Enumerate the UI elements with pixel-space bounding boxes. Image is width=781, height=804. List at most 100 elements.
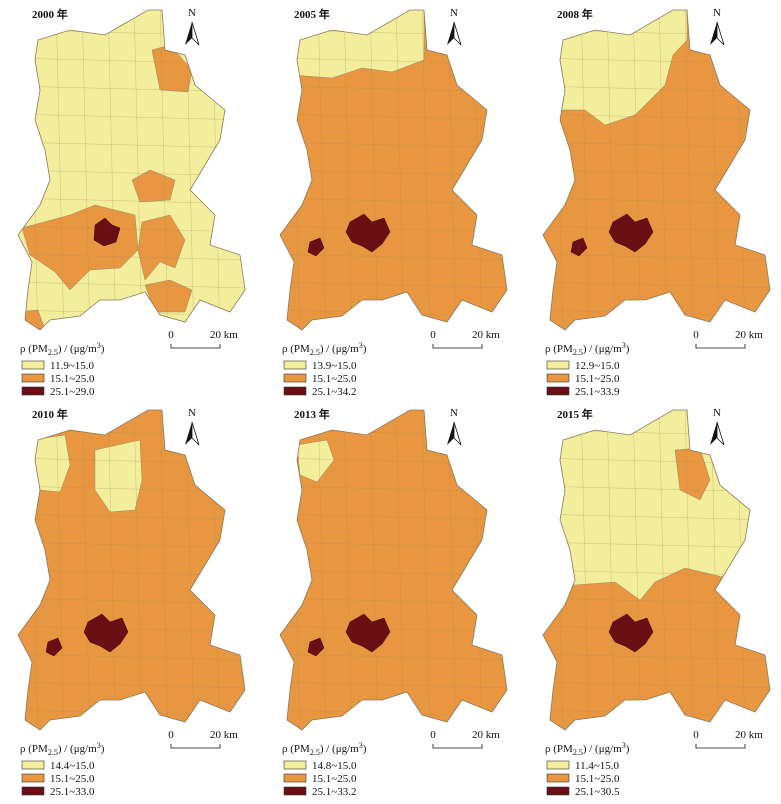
district-border [280,281,507,289]
north-arrow [447,422,454,445]
district-border [280,113,507,121]
region [137,214,186,281]
legend-swatch [21,360,45,370]
district-border [81,410,91,730]
outline [542,409,771,731]
urban-region [93,217,121,247]
legend-swatch [21,386,45,396]
legend-title-part: ρ (PM [282,743,310,755]
panel: 2013 年 N 0 20 km ρ (PM2.5) / (μg/m3) 14.8~15.… [279,407,508,798]
district-border [159,410,169,730]
scale-start: 0 [430,729,436,741]
district-border [133,410,143,730]
district-border [280,625,507,633]
north-arrow [453,421,462,446]
north-arrow [191,421,200,446]
urban-region [83,613,129,653]
district-border [543,113,770,121]
district-border [280,681,507,689]
panel-title: 2015 年 [557,407,593,421]
legend-title-part: 3 [359,741,363,750]
scale-bar [432,744,483,749]
legend-title-part: ) / (μg/m [58,343,97,355]
north-arrow [191,21,200,46]
legend-title-part: 3 [97,741,101,750]
legend-title-part: 2.5 [573,348,583,357]
scale-start: 0 [168,329,174,341]
scale-end: 20 km [472,329,500,341]
panel: 2015 年 N 0 20 km ρ (PM2.5) / (μg/m3) 11.4~15.… [542,407,771,798]
legend-title-part: ) [626,343,630,355]
north-arrow [716,421,725,446]
legend-title-part: ) [363,343,367,355]
legend-swatch [283,773,307,783]
district-border [421,410,431,730]
legend-title-part: ρ (PM [545,743,573,755]
legend-title: ρ (PM2.5) / (μg/m3) [282,741,367,757]
legend-label: 12.9~15.0 [575,360,620,372]
legend-title-part: ) / (μg/m [320,743,359,755]
legend-swatch [283,360,307,370]
scale-start: 0 [693,329,699,341]
legend-title-part: 2.5 [48,348,58,357]
legend-label: 11.9~15.0 [50,360,95,372]
district-border [632,410,642,730]
district-border [280,653,507,661]
legend-swatch [546,760,570,770]
scale-bar [170,344,221,349]
scale-end: 20 km [735,729,763,741]
legend-label: 25.1~33.0 [50,786,95,798]
scale-bar [695,744,746,749]
north-arrow [185,22,192,45]
legend-label: 15.1~25.0 [312,773,357,785]
district-border [543,225,770,233]
district-border [280,141,507,149]
scale-end: 20 km [210,329,238,341]
legend-title-part: 2.5 [573,748,583,757]
district-border [684,410,694,730]
district-border [395,410,405,730]
district-border [543,253,770,261]
scale-bar [170,744,221,749]
scale-start: 0 [430,329,436,341]
district-border [18,281,245,289]
district-border [18,225,245,233]
legend-title-part: ) / (μg/m [583,743,622,755]
district-border [606,410,616,730]
district-border [395,10,405,330]
district-border [133,10,143,330]
legend-label: 25.1~33.9 [575,386,620,398]
scale-bar [695,344,746,349]
panel-title: 2010 年 [32,407,68,421]
panel: 2005 年 N 0 20 km ρ (PM2.5) / (μg/m3) 13.9~15.… [279,7,508,398]
legend-label: 25.1~34.2 [312,386,356,398]
panel-title: 2000 年 [32,7,68,21]
legend-swatch [546,360,570,370]
north-arrow [185,422,192,445]
district-border [280,253,507,261]
legend-label: 15.1~25.0 [575,773,620,785]
panel: 2000 年 N 0 20 km ρ (PM2.5) / (μg/m3) 11.9~15.… [17,7,246,398]
legend-swatch [21,773,45,783]
panel: 2008 年 N 0 20 km ρ (PM2.5) / (μg/m3) 12.9~15.… [542,7,771,398]
district-border [543,141,770,149]
district-border [18,541,245,549]
urban-region [345,213,391,253]
district-border [280,513,507,521]
legend-title-part: 2.5 [310,748,320,757]
legend-title: ρ (PM2.5) / (μg/m3) [20,341,105,357]
district-border [543,541,770,549]
scale-end: 20 km [210,729,238,741]
legend-swatch [546,773,570,783]
district-border [658,410,668,730]
legend-title-part: 3 [359,341,363,350]
legend-label: 14.4~15.0 [50,760,95,772]
legend-title-part: ) [626,743,630,755]
district-border [18,253,245,261]
legend-title-part: ) / (μg/m [320,343,359,355]
north-arrow [710,422,717,445]
district-border [107,10,117,330]
legend-title-part: ρ (PM [282,343,310,355]
legend-title: ρ (PM2.5) / (μg/m3) [20,741,105,757]
district-border [543,625,770,633]
